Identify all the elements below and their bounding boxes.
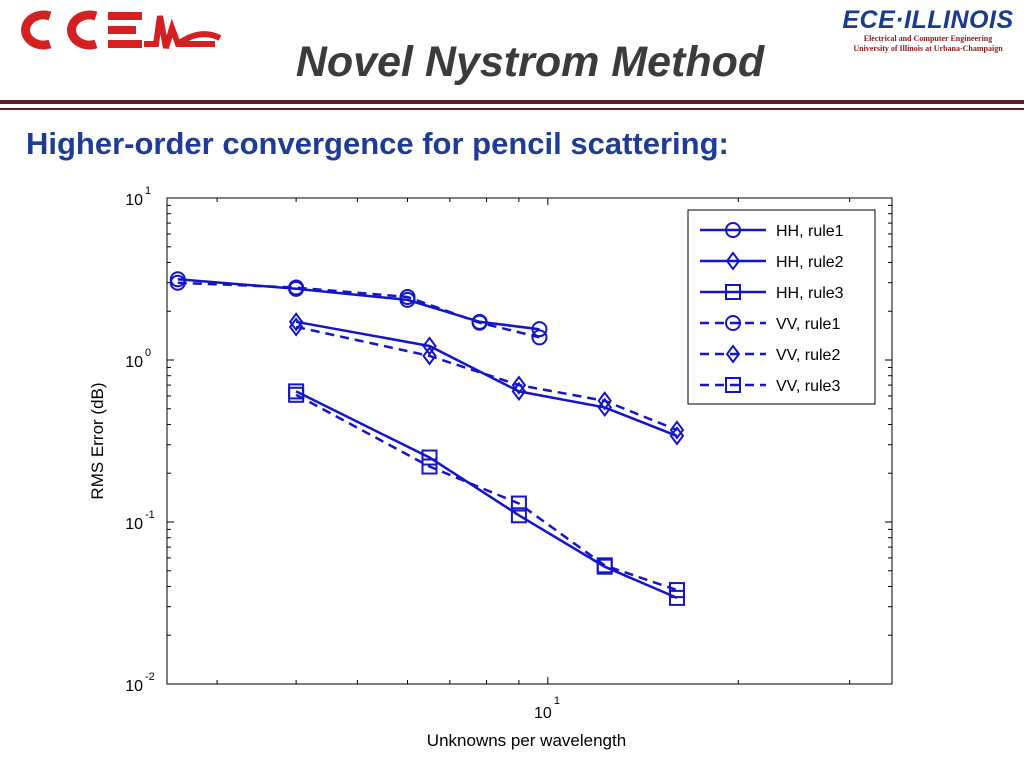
x-tick-label-exponent: 1 <box>554 695 560 707</box>
series-line-vv-rule1 <box>177 281 540 339</box>
plot-area-frame <box>166 197 893 685</box>
series-line-hh-rule1 <box>177 278 540 331</box>
ece-department-text: Electrical and Computer Engineering <box>863 34 993 43</box>
ece-illinois-brand: ECE·ILLINOIS <box>842 6 1014 34</box>
y-axis-label: RMS Error (dB) <box>88 382 107 499</box>
slide-title: Novel Nystrom Method <box>295 38 765 86</box>
legend-marker-hh-rule3 <box>725 284 741 300</box>
data-point-hh-rule3 <box>421 449 438 466</box>
legend-marker-vv-rule3 <box>725 377 741 393</box>
y-tick-label-exponent: -1 <box>145 509 155 521</box>
data-point-vv-rule3 <box>596 557 613 574</box>
data-point-vv-rule2 <box>597 391 612 411</box>
legend-label-vv-rule1: VV, rule1 <box>776 316 840 333</box>
legend-marker-hh-rule2 <box>725 251 741 271</box>
data-point-vv-rule3 <box>668 582 685 599</box>
ccem-logo <box>10 8 225 52</box>
slide-subtitle: Higher-order convergence for pencil scat… <box>26 126 729 161</box>
data-point-vv-rule1 <box>288 279 305 296</box>
data-point-vv-rule2 <box>288 317 304 337</box>
x-axis-label: Unknowns per wavelength <box>427 731 626 750</box>
series-line-vv-rule3 <box>295 393 678 592</box>
data-point-vv-rule2 <box>669 420 685 440</box>
data-point-vv-rule1 <box>169 274 186 291</box>
legend-marker-hh-rule1 <box>725 222 741 238</box>
y-tick-label-exponent: -2 <box>145 671 155 683</box>
legend-marker-vv-rule1 <box>725 315 741 331</box>
data-point-vv-rule1 <box>531 329 548 346</box>
y-tick-label: 10 <box>125 192 143 209</box>
legend-label-vv-rule3: VV, rule3 <box>776 378 840 395</box>
series-line-hh-rule3 <box>295 390 678 600</box>
legend-box <box>687 209 876 405</box>
y-tick-label: 10 <box>125 678 143 695</box>
data-point-vv-rule1 <box>399 288 416 305</box>
series-line-hh-rule2 <box>295 320 678 438</box>
legend-label-hh-rule1: HH, rule1 <box>776 223 844 240</box>
data-point-hh-rule3 <box>510 507 527 524</box>
data-point-vv-rule2 <box>511 375 527 395</box>
ece-illinois-logo: ECE·ILLINOIS Electrical and Computer Eng… <box>838 6 1018 58</box>
series-line-vv-rule2 <box>295 325 678 432</box>
x-tick-label: 10 <box>534 705 552 722</box>
legend-label-hh-rule3: HH, rule3 <box>776 285 844 302</box>
data-point-vv-rule1 <box>471 314 488 331</box>
data-point-vv-rule3 <box>421 458 438 475</box>
legend-label-hh-rule2: HH, rule2 <box>776 254 844 271</box>
university-text: University of Illinois at Urbana-Champai… <box>853 44 1003 53</box>
data-point-vv-rule2 <box>422 346 437 366</box>
y-tick-label: 10 <box>125 516 143 533</box>
legend-marker-vv-rule2 <box>725 344 741 364</box>
ccem-logo-mark <box>21 10 222 50</box>
legend-label-vv-rule2: VV, rule2 <box>776 347 840 364</box>
y-tick-label-exponent: 0 <box>145 347 151 359</box>
data-point-hh-rule2 <box>422 336 437 356</box>
data-point-vv-rule3 <box>510 495 527 512</box>
y-tick-label-exponent: 1 <box>145 185 151 197</box>
header-divider-thick <box>0 100 1024 104</box>
data-point-hh-rule2 <box>288 312 304 332</box>
y-tick-label: 10 <box>125 354 143 371</box>
data-point-vv-rule3 <box>288 386 305 403</box>
header-divider-thin <box>0 108 1024 110</box>
